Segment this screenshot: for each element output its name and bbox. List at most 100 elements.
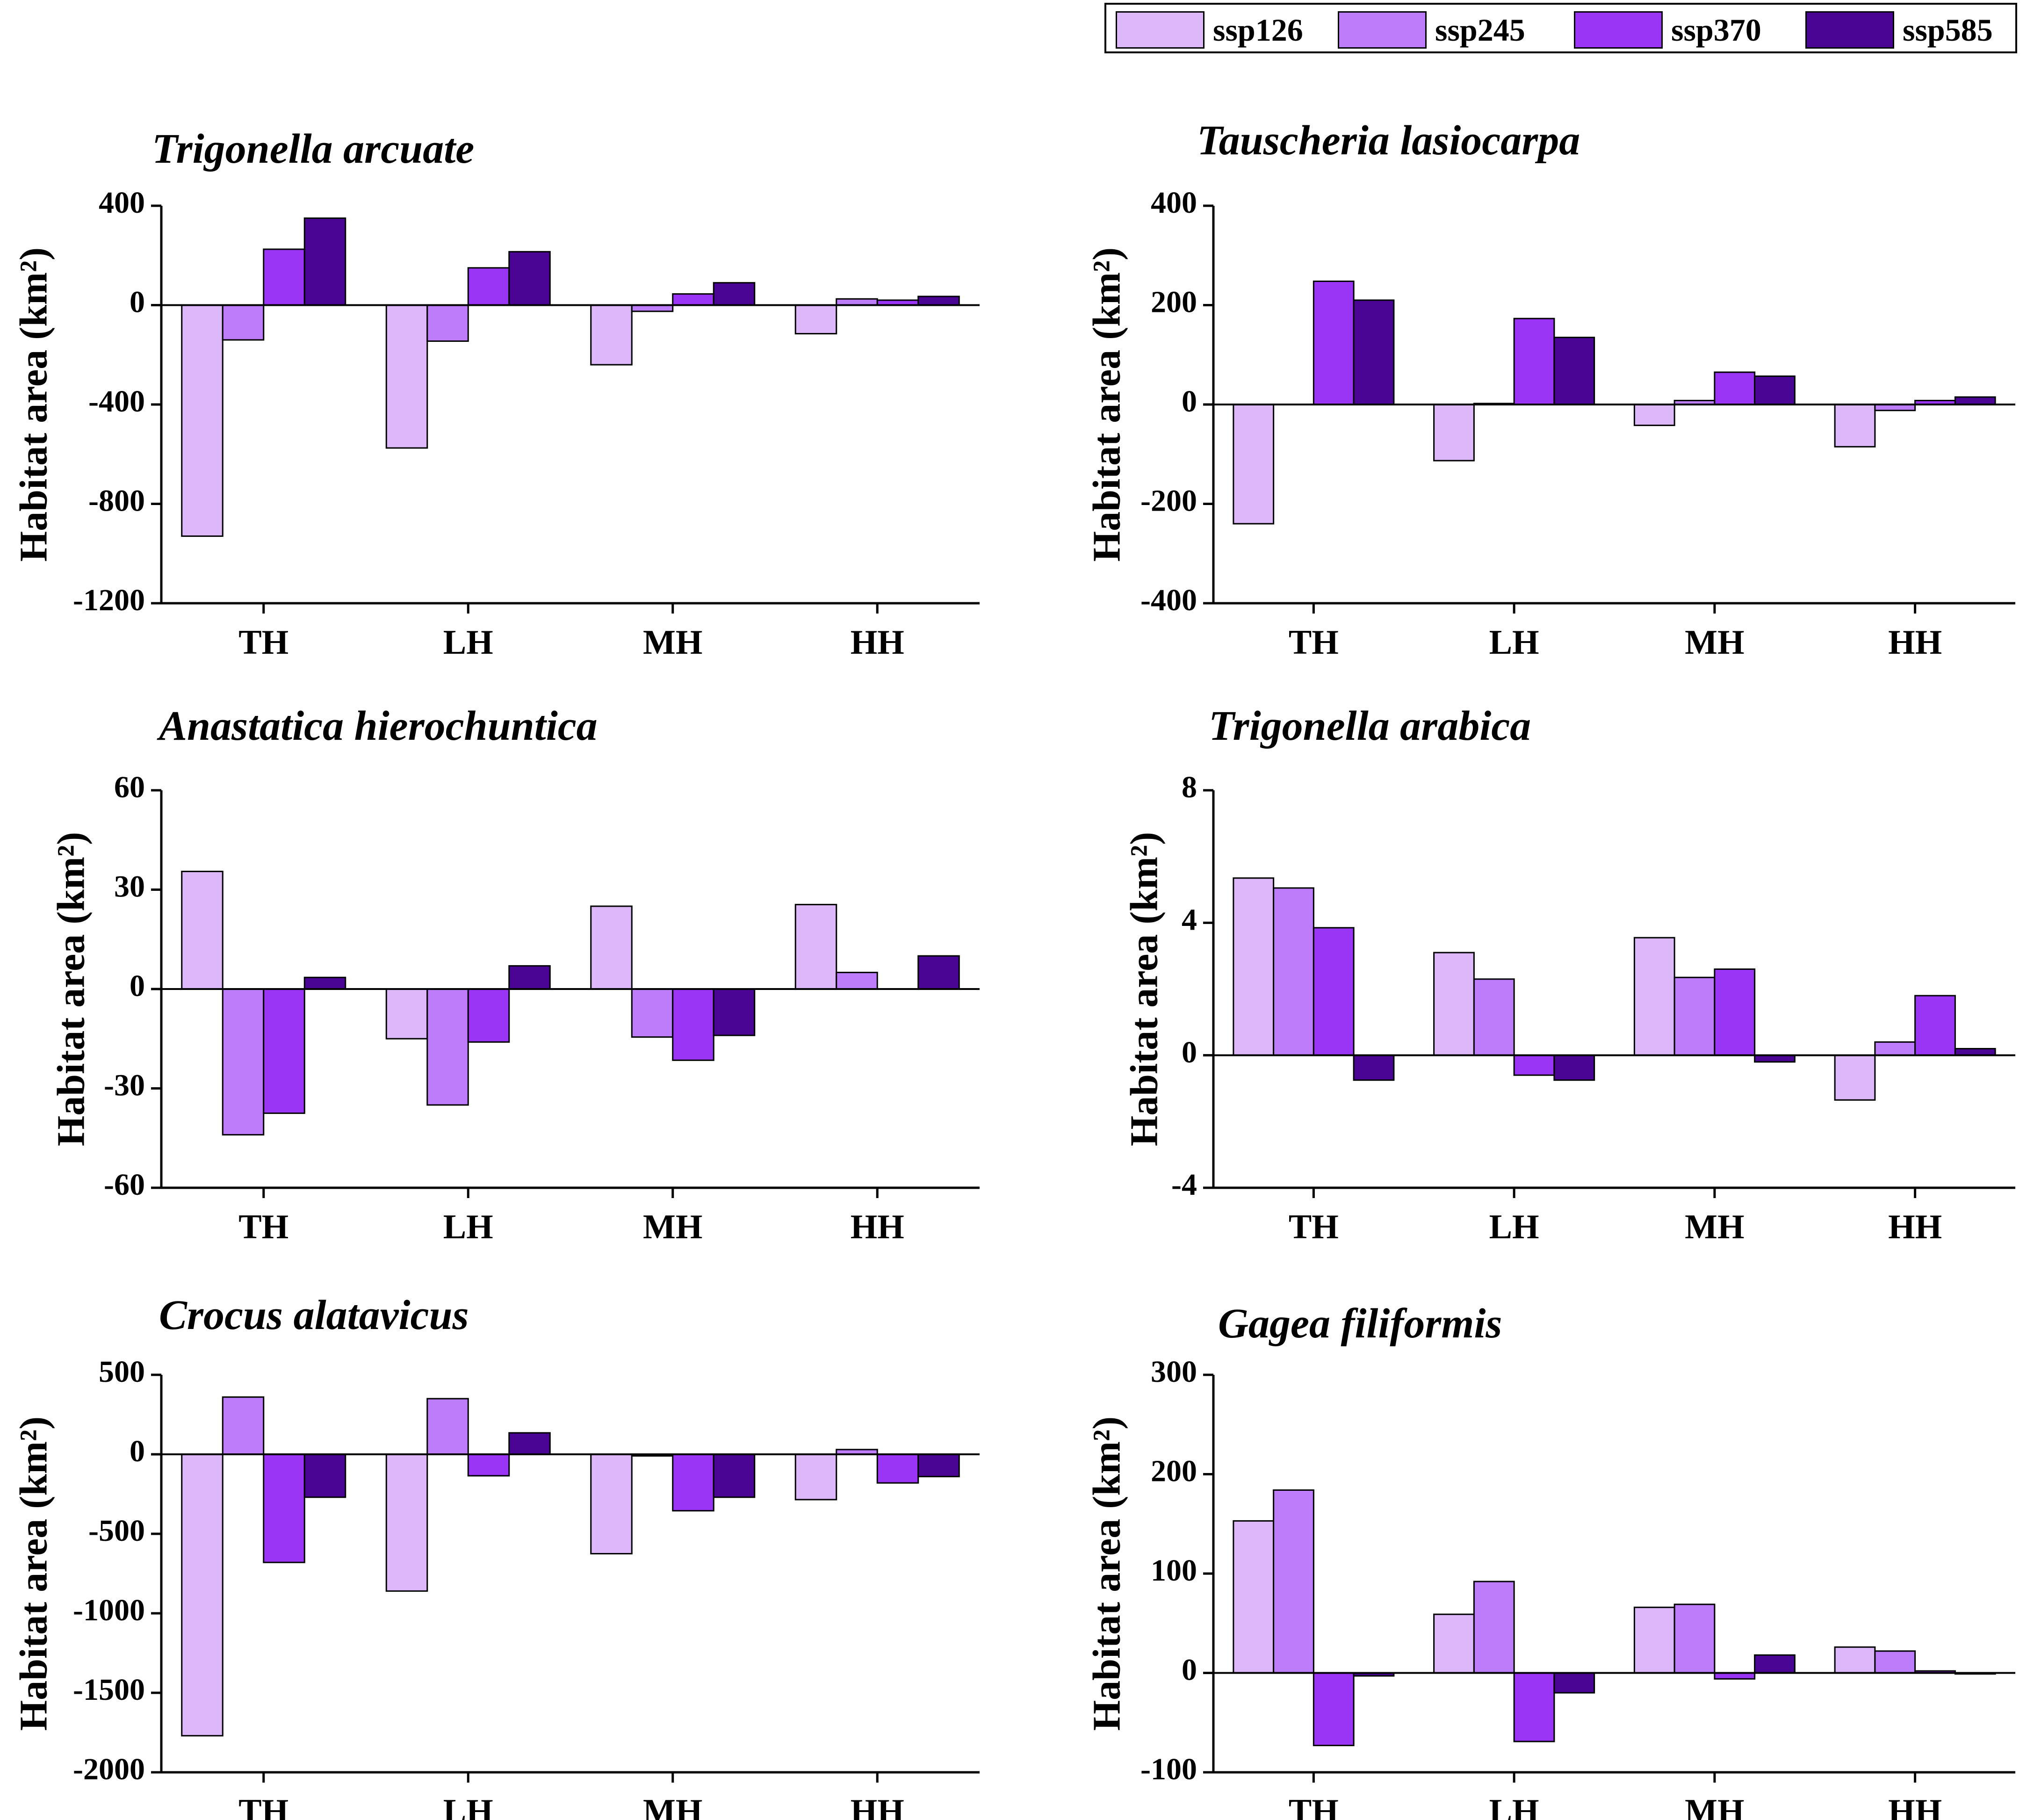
- chart-title: Trigonella arabica: [1209, 703, 1531, 749]
- bar-ssp245-th: [222, 988, 265, 1136]
- bar-ssp370-lh: [1513, 1672, 1555, 1742]
- bar-ssp126-th: [1233, 877, 1275, 1056]
- y-tick-label: 0: [130, 285, 145, 319]
- bar-ssp126-mh: [590, 1453, 633, 1554]
- bar-ssp585-th: [1353, 1054, 1395, 1081]
- y-tick-label: -30: [104, 1069, 145, 1103]
- bar-ssp245-th: [222, 1396, 265, 1455]
- bar-ssp585-th: [1353, 299, 1395, 405]
- bar-ssp370-th: [1313, 1672, 1355, 1747]
- bar-ssp370-mh: [1714, 371, 1756, 405]
- bar-ssp126-mh: [1633, 937, 1675, 1056]
- chart-title: Crocus alatavicus: [159, 1292, 469, 1338]
- y-tick-label: 200: [1151, 285, 1197, 319]
- bar-ssp370-mh: [1714, 968, 1756, 1056]
- chart-title: Anastatica hierochuntica: [157, 703, 598, 749]
- bar-ssp245-lh: [426, 1398, 469, 1455]
- x-tick-label-th: TH: [238, 1208, 289, 1246]
- bar-ssp370-th: [263, 988, 305, 1114]
- bar-ssp126-th: [1233, 404, 1275, 525]
- bar-ssp126-lh: [1433, 952, 1475, 1056]
- y-tick-label: -500: [88, 1514, 145, 1548]
- y-tick-label: 60: [114, 770, 145, 804]
- bar-ssp370-mh: [672, 988, 714, 1061]
- x-tick-label-hh: HH: [851, 623, 904, 662]
- bar-ssp245-hh: [1874, 1650, 1916, 1674]
- y-tick-label: 0: [1182, 1035, 1197, 1069]
- y-tick-label: 0: [1182, 1653, 1197, 1687]
- legend-swatch-ssp126: [1116, 11, 1205, 49]
- bar-ssp370-mh: [672, 293, 714, 306]
- x-tick-label-lh: LH: [1489, 1792, 1539, 1820]
- y-tick-label: -100: [1140, 1752, 1197, 1786]
- y-axis-label: Habitat area (km²): [12, 1416, 55, 1731]
- x-tick-label-hh: HH: [851, 1208, 904, 1246]
- bar-ssp126-th: [1233, 1520, 1275, 1674]
- bar-ssp370-mh: [672, 1453, 714, 1512]
- y-tick-label: 4: [1182, 903, 1197, 937]
- bar-ssp245-hh: [836, 972, 878, 990]
- bar-ssp245-lh: [1473, 978, 1515, 1056]
- bar-ssp126-lh: [385, 1453, 428, 1592]
- bar-ssp245-mh: [631, 988, 674, 1038]
- bar-ssp126-mh: [590, 905, 633, 990]
- bar-ssp245-mh: [1673, 976, 1716, 1056]
- bar-ssp126-mh: [590, 304, 633, 366]
- bar-ssp585-th: [303, 976, 346, 990]
- bar-ssp126-hh: [1834, 404, 1876, 448]
- bar-ssp126-hh: [794, 1453, 837, 1501]
- bar-ssp585-hh: [917, 1453, 960, 1478]
- y-tick-label: 8: [1182, 770, 1197, 804]
- y-axis-label: Habitat area (km²): [1122, 832, 1166, 1146]
- bar-ssp585-lh: [1553, 337, 1595, 405]
- x-tick-label-lh: LH: [443, 623, 493, 662]
- bar-ssp585-th: [303, 1453, 346, 1498]
- bar-ssp370-th: [263, 248, 305, 306]
- y-tick-label: -4: [1171, 1168, 1197, 1202]
- bar-ssp245-th: [222, 304, 265, 341]
- x-tick-label-th: TH: [1289, 1208, 1339, 1246]
- bar-ssp585-lh: [508, 251, 551, 306]
- y-tick-label: 400: [99, 186, 145, 220]
- bar-ssp585-mh: [1754, 375, 1796, 405]
- x-tick-label-lh: LH: [443, 1208, 493, 1246]
- bar-ssp585-mh: [1754, 1054, 1796, 1063]
- x-tick-label-hh: HH: [1888, 1792, 1942, 1820]
- bar-ssp245-th: [1273, 1489, 1314, 1674]
- legend-swatch-ssp245: [1338, 11, 1427, 49]
- y-tick-label: 400: [1151, 186, 1197, 220]
- bar-ssp585-mh: [1754, 1654, 1796, 1674]
- bar-ssp585-lh: [508, 965, 551, 990]
- chart-panel-crocus-alatavicus: Crocus alatavicus Habitat area (km²) 500 0 -…: [12, 1292, 980, 1820]
- y-tick-label: 100: [1151, 1553, 1197, 1588]
- x-tick-label-mh: MH: [1685, 623, 1744, 662]
- bar-ssp370-th: [1313, 281, 1355, 405]
- bar-ssp126-hh: [794, 903, 837, 990]
- bar-ssp245-th: [1273, 887, 1314, 1056]
- bar-ssp126-lh: [385, 988, 428, 1040]
- y-tick-label: -60: [104, 1168, 145, 1202]
- y-tick-label: 0: [1182, 384, 1197, 419]
- bar-ssp126-lh: [385, 304, 428, 449]
- y-tick-label: 300: [1151, 1355, 1197, 1389]
- chart-title: Gagea filiformis: [1218, 1300, 1502, 1347]
- y-tick-label: 30: [114, 870, 145, 904]
- bar-ssp245-hh: [1874, 1041, 1916, 1056]
- legend-label-ssp126: ssp126: [1213, 12, 1303, 48]
- bar-ssp126-th: [181, 304, 224, 537]
- bar-ssp245-lh: [426, 988, 469, 1106]
- bar-ssp370-lh: [467, 1453, 510, 1477]
- y-tick-label: -2000: [73, 1752, 145, 1786]
- x-tick-label-mh: MH: [1685, 1792, 1744, 1820]
- x-tick-label-lh: LH: [1489, 1208, 1539, 1246]
- y-tick-label: -1200: [73, 583, 145, 617]
- y-tick-label: -400: [1140, 583, 1197, 617]
- y-tick-label: -200: [1140, 484, 1197, 518]
- bar-ssp126-lh: [1433, 1613, 1475, 1674]
- y-axis-label: Habitat area (km²): [1085, 1416, 1128, 1731]
- bar-ssp126-hh: [1834, 1646, 1876, 1674]
- bar-ssp585-lh: [1553, 1672, 1595, 1694]
- x-tick-label-lh: LH: [1489, 623, 1539, 662]
